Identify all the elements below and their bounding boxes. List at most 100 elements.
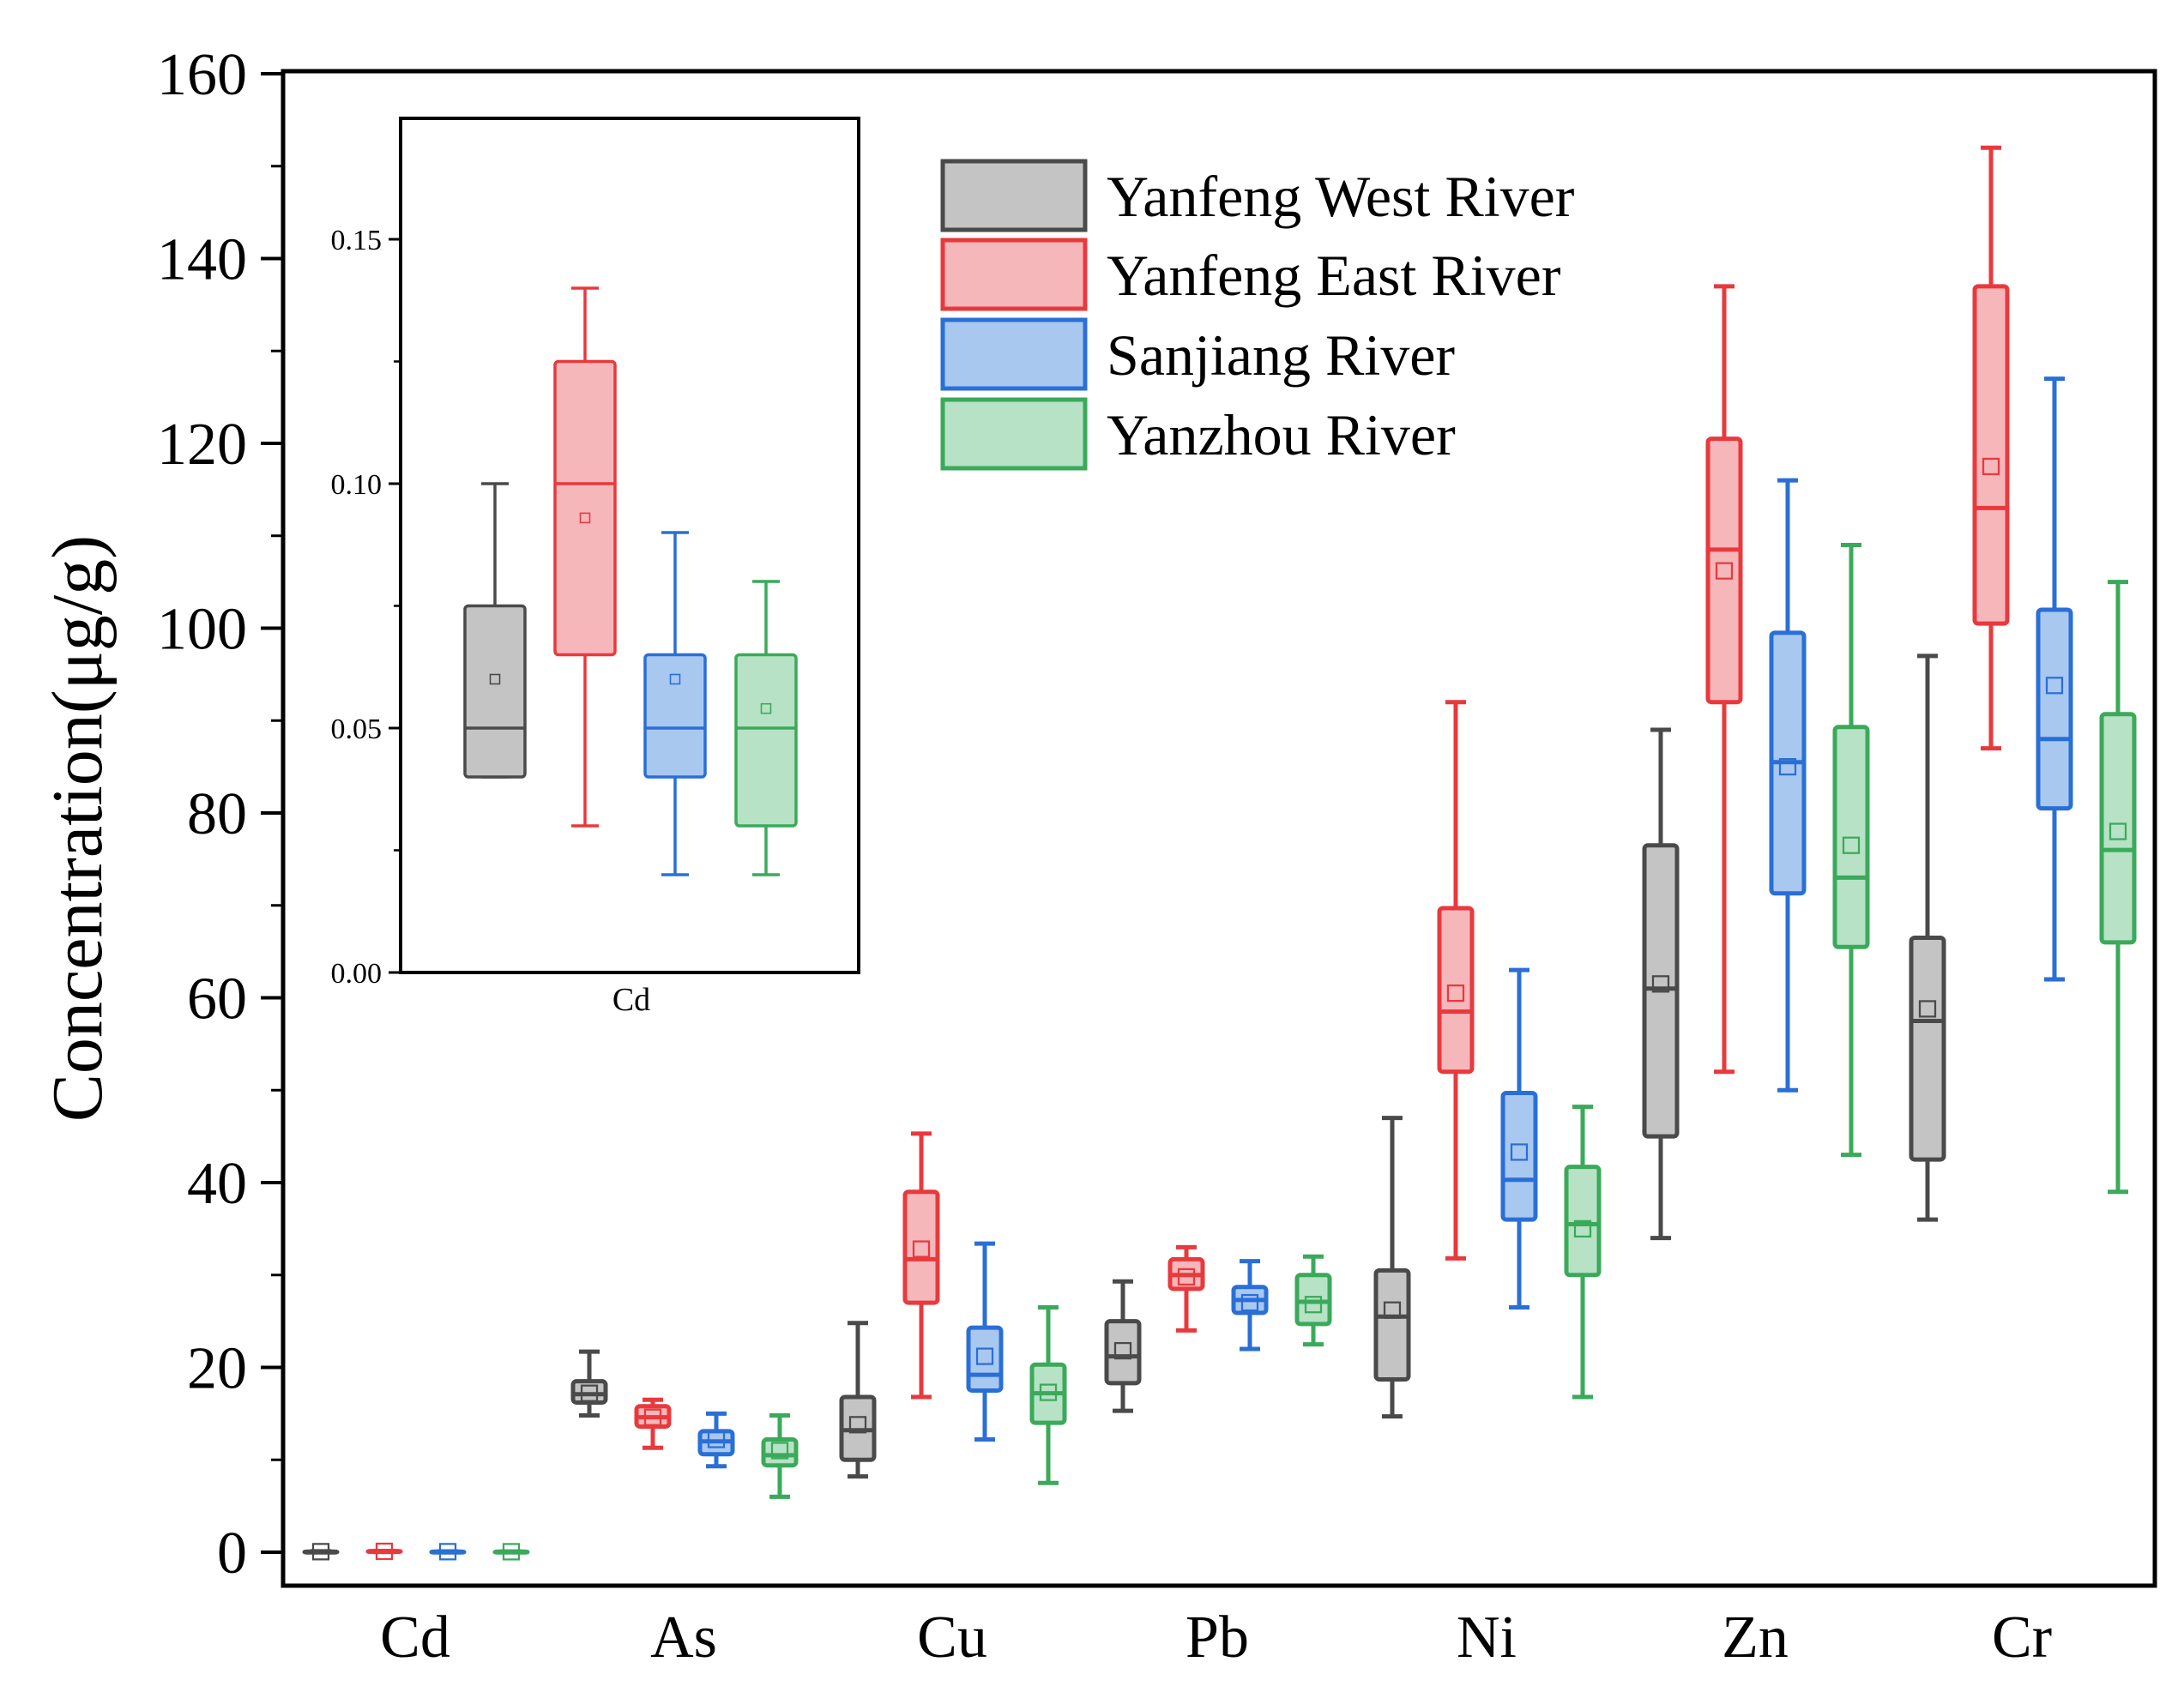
- legend-swatch-sanjiang: [940, 317, 1088, 391]
- box-mean-marker: [848, 1416, 867, 1434]
- box-yanfeng_west-cr: [1909, 653, 1946, 1222]
- box-sanjiang-cu: [966, 1241, 1004, 1442]
- inset-y-tick-label: 0.00: [331, 958, 383, 990]
- box-yanzhou-cu: [1029, 1304, 1067, 1485]
- main-x-tick-label-cd: Cd: [380, 1605, 450, 1671]
- box-yanfeng_east-pb: [1167, 1244, 1205, 1333]
- box-mean-marker: [311, 1543, 330, 1561]
- box-box: [1294, 1273, 1332, 1327]
- box-box: [1705, 437, 1743, 705]
- legend-label-yanfeng_west: Yanfeng West River: [1107, 164, 1575, 229]
- main-x-tick-label-zn: Zn: [1722, 1605, 1789, 1671]
- main-x-tick-label-ni: Ni: [1457, 1605, 1517, 1671]
- inset-box-box: [463, 604, 527, 779]
- legend: Yanfeng West River Yanfeng East River Sanj…: [940, 159, 1575, 471]
- box-yanfeng_east-ni: [1437, 700, 1475, 1261]
- box-mean-marker: [1918, 1000, 1937, 1018]
- box-yanfeng_east-zn: [1705, 284, 1743, 1075]
- box-box: [1500, 1090, 1538, 1222]
- inset-y-tick-label: 0.05: [331, 714, 383, 745]
- box-sanjiang-cd: [429, 1543, 467, 1561]
- box-sanjiang-zn: [1769, 478, 1807, 1093]
- main-x-tick-label-as: As: [650, 1605, 717, 1671]
- box-box: [1437, 906, 1475, 1075]
- box-mean-marker: [1039, 1383, 1058, 1401]
- box-box: [1373, 1267, 1411, 1382]
- box-mean-marker: [1383, 1301, 1402, 1319]
- box-sanjiang-ni: [1500, 967, 1538, 1310]
- box-yanfeng_west-ni: [1373, 1116, 1411, 1419]
- box-yanfeng_east-cu: [902, 1131, 940, 1400]
- main-plot-frame: [281, 69, 2157, 1588]
- inset-y-tick-label: 0.10: [331, 469, 383, 501]
- main-y-tick-label: 0: [217, 1520, 247, 1587]
- main-x-tick-label-cr: Cr: [1992, 1605, 2052, 1671]
- box-yanfeng_west-as: [570, 1349, 608, 1418]
- box-mean-marker: [912, 1240, 931, 1258]
- legend-label-sanjiang: Sanjiang River: [1107, 322, 1455, 388]
- main-y-tick-label: 20: [187, 1336, 247, 1402]
- main-x-tick-label-cu: Cu: [917, 1605, 987, 1671]
- box-mean-marker: [1177, 1267, 1196, 1286]
- main-y-axis-label: Concentration(μg/g): [38, 535, 118, 1122]
- inset-box-mean-marker: [489, 673, 501, 685]
- box-yanfeng_west-cu: [839, 1321, 877, 1479]
- inset-box-mean-marker: [669, 673, 681, 685]
- box-yanfeng_east-cr: [1972, 145, 2010, 751]
- box-mean-marker: [2045, 677, 2064, 695]
- legend-swatch-yanfeng_east: [940, 238, 1088, 311]
- box-yanfeng_west-zn: [1642, 727, 1680, 1241]
- inset-box-yanzhou: [734, 580, 798, 876]
- box-mean-marker: [1778, 758, 1797, 776]
- box-box: [1909, 935, 1946, 1162]
- main-y-tick-label: 120: [157, 412, 247, 478]
- box-mean-marker: [1573, 1219, 1592, 1237]
- box-mean-marker: [643, 1408, 662, 1426]
- box-yanzhou-cd: [492, 1543, 530, 1561]
- inset-box-mean-marker: [760, 702, 772, 714]
- box-sanjiang-cr: [2036, 376, 2073, 982]
- box-mean-marker: [1651, 975, 1670, 993]
- inset-box-yanfeng_west: [463, 482, 527, 779]
- box-mean-marker: [1715, 562, 1734, 580]
- box-sanjiang-pb: [1231, 1259, 1269, 1352]
- main-y-tick-label: 100: [157, 597, 247, 663]
- main-x-tick-label-pb: Pb: [1186, 1605, 1249, 1671]
- box-mean-marker: [975, 1347, 994, 1365]
- inset-box-mean-marker: [579, 512, 591, 524]
- box-mean-marker: [1446, 984, 1465, 1003]
- inset-boxes: [463, 286, 798, 876]
- inset-box-yanfeng_east: [553, 286, 617, 828]
- legend-label-yanfeng_east: Yanfeng East River: [1107, 243, 1561, 308]
- main-y-axis: 0 20 40 60 80 100 120 140 160: [157, 42, 283, 1587]
- main-y-tick-label: 40: [187, 1151, 247, 1217]
- box-mean-marker: [375, 1542, 394, 1561]
- box-yanzhou-as: [761, 1413, 799, 1499]
- box-mean-marker: [580, 1384, 599, 1402]
- box-mean-marker: [1113, 1341, 1132, 1360]
- box-yanzhou-cr: [2099, 580, 2137, 1195]
- main-boxes: [302, 145, 2137, 1561]
- box-yanzhou-zn: [1832, 543, 1870, 1158]
- main-y-tick-label: 140: [157, 227, 247, 293]
- inset-y-axis: 0.00 0.05 0.10 0.15: [331, 225, 401, 990]
- inset-plot-frame: [399, 117, 860, 974]
- box-box: [966, 1325, 1004, 1393]
- box-mean-marker: [770, 1442, 789, 1460]
- inset-box-sanjiang: [643, 531, 707, 876]
- main-y-tick-label: 80: [187, 781, 247, 847]
- box-yanzhou-pb: [1294, 1254, 1332, 1347]
- legend-swatch-yanfeng_west: [940, 159, 1088, 232]
- box-mean-marker: [1510, 1143, 1529, 1161]
- box-mean-marker: [2109, 822, 2127, 840]
- box-mean-marker: [707, 1430, 726, 1448]
- inset-box-box: [643, 653, 707, 779]
- main-y-tick-label: 160: [157, 42, 247, 108]
- inset-box-box: [734, 653, 798, 828]
- box-box: [1972, 284, 2010, 626]
- box-yanzhou-ni: [1564, 1105, 1602, 1400]
- box-box: [570, 1379, 608, 1405]
- box-yanfeng_east-cd: [365, 1542, 403, 1561]
